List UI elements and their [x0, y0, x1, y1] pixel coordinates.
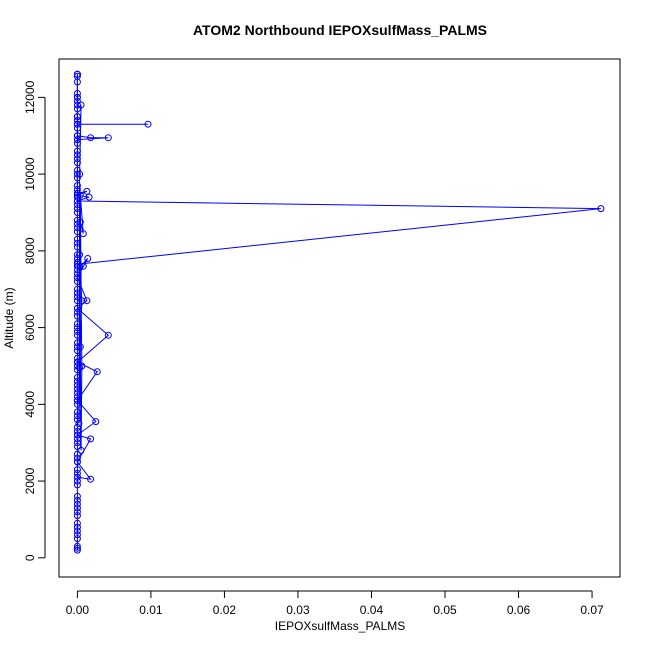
data-point [73, 477, 81, 485]
x-axis: 0.00 0.01 0.02 0.03 0.04 0.05 0.06 0.07 [66, 590, 604, 617]
x-axis-label: IEPOXsulfMass_PALMS [275, 619, 406, 633]
x-tick-label: 0.01 [139, 603, 163, 617]
x-tick-label: 0.07 [580, 603, 604, 617]
data-point [73, 443, 81, 450]
data-point [92, 418, 100, 426]
data-point [73, 70, 81, 78]
data-point [73, 512, 81, 520]
data-point [73, 504, 81, 512]
data-point [73, 492, 81, 500]
data-point [87, 134, 95, 142]
data-point [83, 187, 91, 195]
data-point [73, 546, 81, 554]
x-tick-label: 0.04 [360, 603, 384, 617]
data-point [104, 331, 112, 339]
data-point [144, 120, 152, 128]
y-tick-label: 2000 [23, 467, 37, 494]
plot-frame [58, 58, 621, 578]
x-tick-label: 0.00 [66, 603, 90, 617]
series-layer [73, 70, 605, 554]
data-point [78, 297, 86, 305]
y-tick-label: 12000 [23, 80, 37, 114]
data-point [73, 473, 81, 481]
x-tick-label: 0.05 [433, 603, 457, 617]
data-point [73, 523, 81, 531]
data-point [73, 531, 81, 539]
data-point [73, 431, 81, 439]
data-point [73, 496, 81, 504]
series-line [78, 104, 84, 451]
data-point [87, 435, 95, 443]
data-point [73, 458, 81, 466]
x-tick-label: 0.02 [213, 603, 237, 617]
data-point [76, 343, 84, 351]
data-point [73, 500, 81, 508]
data-point [104, 134, 112, 142]
y-tick-label: 0 [23, 554, 37, 561]
data-point [76, 170, 84, 178]
data-point [76, 251, 84, 259]
data-point [73, 542, 81, 550]
data-point [76, 191, 84, 199]
data-point [73, 527, 81, 535]
data-point [73, 519, 81, 527]
data-point [73, 535, 81, 543]
y-tick-label: 6000 [23, 314, 37, 341]
x-tick-label: 0.06 [507, 603, 531, 617]
data-point [87, 475, 95, 483]
data-point [73, 469, 81, 477]
x-tick-label: 0.03 [286, 603, 310, 617]
data-point [73, 544, 81, 552]
data-point [73, 481, 81, 489]
data-point [73, 508, 81, 516]
data-point [78, 362, 86, 370]
data-point [73, 423, 81, 431]
data-point [76, 218, 84, 226]
data-point [73, 93, 81, 101]
data-point [73, 427, 81, 435]
y-tick-label: 10000 [23, 157, 37, 191]
chart-title: ATOM2 Northbound IEPOXsulfMass_PALMS [193, 22, 487, 38]
series-line [75, 74, 601, 480]
data-point [73, 435, 81, 443]
data-point [73, 439, 81, 447]
data-point [79, 230, 87, 238]
data-point [77, 101, 85, 109]
data-point [597, 205, 605, 213]
data-point [83, 297, 91, 305]
data-point [73, 450, 81, 458]
data-point [84, 255, 92, 262]
y-tick-label: 4000 [23, 391, 37, 418]
y-axis: 0 2000 4000 6000 8000 10000 12000 [23, 80, 46, 561]
data-point [73, 466, 81, 474]
y-tick-label: 8000 [23, 237, 37, 264]
data-point [93, 368, 101, 376]
y-axis-label: Altitude (m) [2, 287, 16, 348]
data-point [77, 446, 85, 454]
data-point [75, 420, 83, 427]
data-point [76, 364, 84, 372]
